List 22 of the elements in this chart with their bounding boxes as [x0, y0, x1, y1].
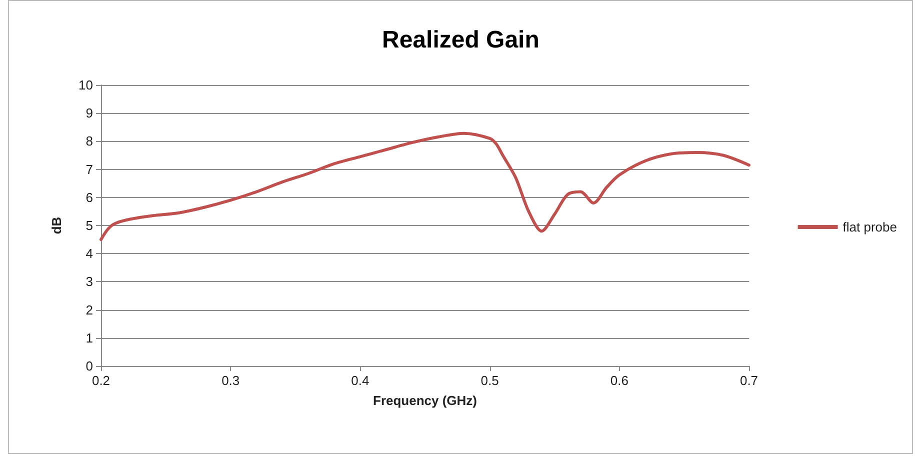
y-tick-label: 1: [86, 330, 93, 346]
x-tick-label: 0.3: [222, 373, 240, 388]
x-axis-title: Frequency (GHz): [372, 393, 478, 408]
y-tick-label: 7: [86, 162, 93, 177]
y-tick-label: 10: [78, 78, 93, 92]
x-tick-label: 0.5: [480, 373, 499, 388]
y-tick-label: 6: [86, 190, 93, 205]
line-series: [100, 132, 750, 242]
legend-label: flat probe: [842, 220, 897, 234]
y-tick-label: 4: [86, 246, 93, 262]
chart-title: Realized Gain: [382, 26, 540, 54]
y-tick-label: 3: [86, 274, 93, 290]
x-tick-label: 0.6: [610, 373, 628, 388]
y-tick-label: 9: [86, 106, 93, 121]
y-tick-label: 8: [86, 134, 93, 149]
y-tick-label: 2: [86, 302, 93, 318]
x-tick-label: 0.2: [92, 373, 110, 388]
y-axis-title: dB: [49, 216, 64, 234]
y-tick-label: 0: [86, 358, 93, 374]
y-tick-label: 5: [86, 218, 93, 233]
x-tick-label: 0.4: [351, 373, 370, 388]
x-tick-label: 0.7: [740, 373, 758, 388]
